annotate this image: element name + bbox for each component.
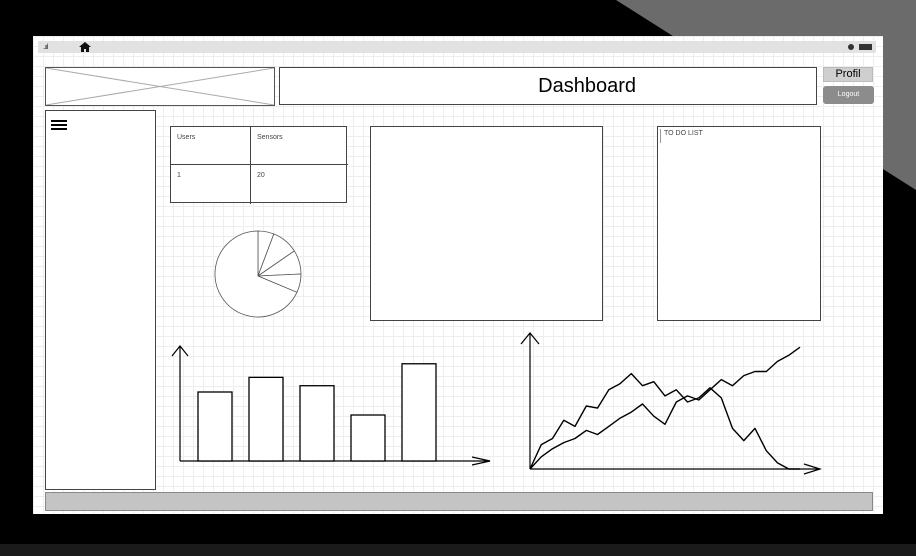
screen: ..ııl Dashboard Profil Logout Users S	[33, 36, 883, 514]
stats-table: Users Sensors 1 20	[170, 126, 348, 204]
logout-button[interactable]: Logout	[823, 86, 874, 104]
line-chart	[520, 332, 823, 475]
logo-placeholder	[45, 67, 275, 106]
bar-chart	[171, 345, 491, 466]
todo-list-label: TO DO LIST	[664, 130, 703, 137]
content-panel	[370, 126, 603, 321]
tablet-frame-bottom-edge	[0, 544, 916, 556]
pie-slice	[214, 230, 298, 318]
image-placeholder-icon	[45, 67, 275, 106]
profile-button[interactable]: Profil	[823, 67, 873, 82]
sidebar	[45, 110, 156, 490]
bar	[197, 391, 233, 462]
table-cell-sensors-value: 20	[257, 172, 265, 179]
todo-list-panel[interactable]: TO DO LIST	[657, 126, 821, 321]
hamburger-menu-icon[interactable]	[51, 120, 67, 132]
y-axis-arrow	[520, 332, 540, 345]
page-title-bar: Dashboard	[279, 67, 817, 105]
bar	[299, 385, 335, 462]
y-axis-arrow	[171, 345, 189, 357]
status-bar: ..ııl	[38, 41, 876, 53]
footer-bar	[45, 492, 873, 511]
x-axis-arrow	[471, 456, 491, 466]
battery-icon	[859, 44, 872, 50]
pie-chart	[214, 230, 302, 318]
bar	[248, 376, 284, 462]
table-cell-users-value: 1	[171, 165, 251, 204]
table-header-sensors: Sensors	[251, 127, 348, 165]
table-header-users: Users	[171, 127, 251, 165]
series-line	[529, 346, 801, 470]
x-axis-arrow	[803, 463, 823, 475]
bar	[350, 414, 386, 462]
series-line	[529, 372, 800, 470]
text-caret	[660, 129, 661, 143]
help-icon[interactable]	[848, 44, 854, 50]
signal-icon: ..ııl	[43, 44, 48, 51]
home-icon[interactable]	[78, 41, 92, 53]
page-title: Dashboard	[538, 75, 636, 97]
bar	[401, 363, 437, 462]
